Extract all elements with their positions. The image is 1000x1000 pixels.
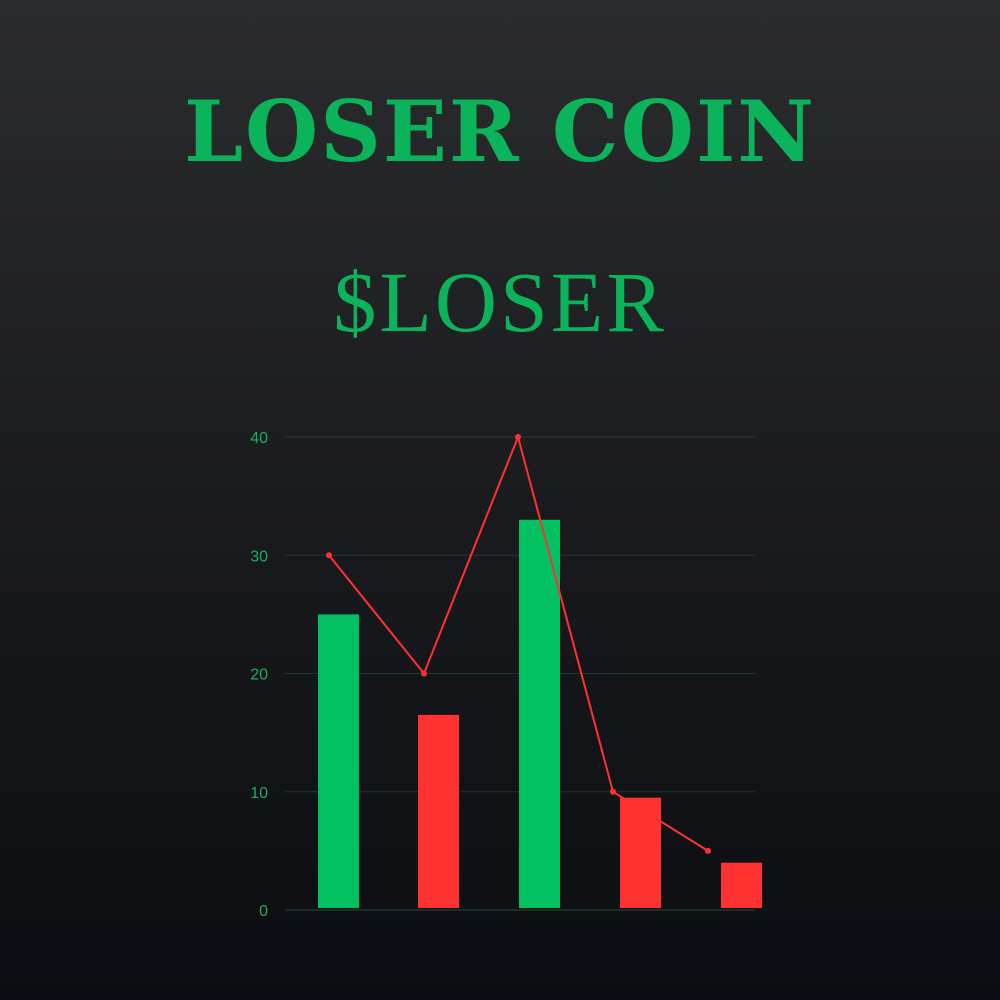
y-tick-label: 40 [250, 430, 268, 447]
y-tick-label: 20 [250, 667, 268, 684]
trend-line-path [328, 433, 709, 852]
y-tick-label: 10 [250, 785, 268, 802]
line-point-4 [610, 788, 616, 795]
coin-title: LOSER COIN [183, 82, 817, 181]
bar-5 [721, 862, 762, 908]
y-tick-label: 30 [250, 548, 268, 565]
line-point-5 [705, 847, 711, 854]
line-point-2 [421, 670, 427, 677]
bar-1 [318, 614, 359, 908]
trend-line [326, 433, 711, 854]
bars [318, 519, 762, 908]
bar-2 [418, 714, 459, 908]
coin-ticker: $LOSER [333, 254, 667, 350]
line-point-3 [515, 434, 521, 440]
y-axis-ticks: 0 10 20 30 40 [250, 430, 268, 920]
line-point-1 [326, 552, 332, 559]
bar-3 [519, 519, 560, 908]
bar-4 [620, 797, 661, 908]
y-tick-label: 0 [259, 903, 268, 920]
